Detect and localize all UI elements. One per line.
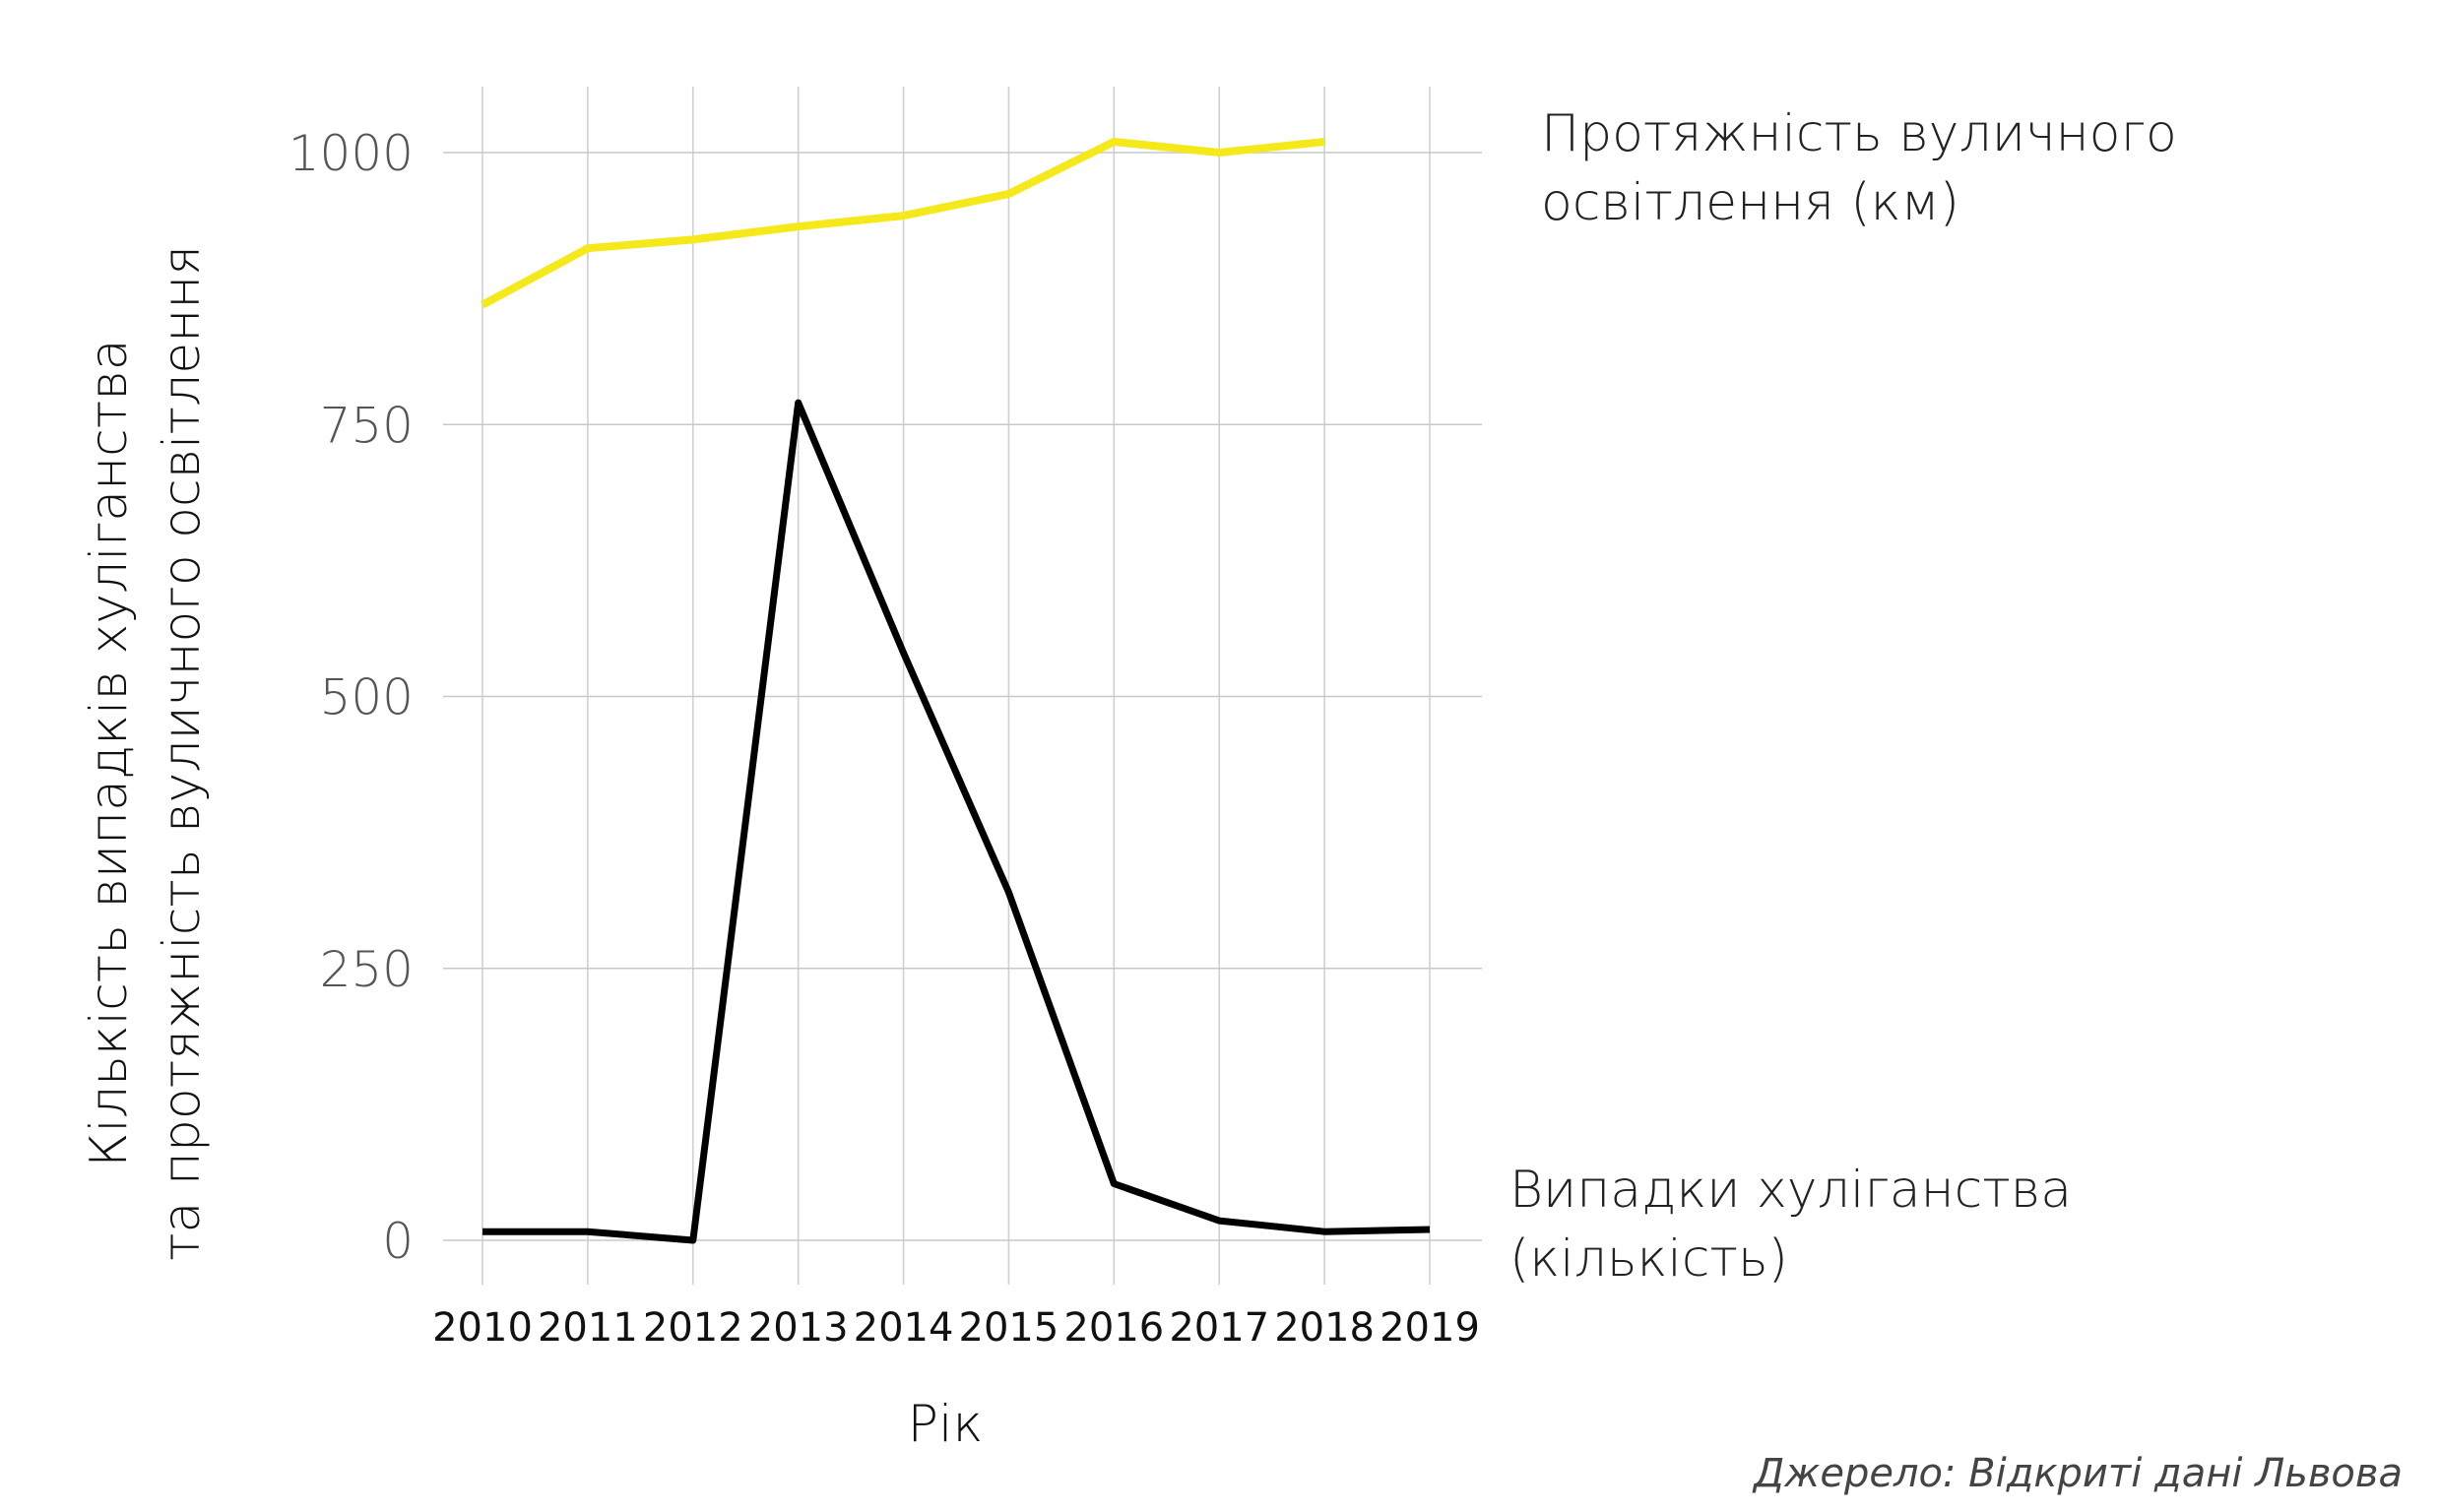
series-line-hooliganism: [482, 399, 1431, 1244]
x-tick-label-2019: 2019: [1380, 1305, 1480, 1351]
series-label-lighting-line1: Протяжність вуличного: [1541, 104, 2177, 163]
y-tick-label-0: 0: [382, 1213, 414, 1270]
y-tick-label-250: 250: [320, 941, 414, 998]
y-axis-title-line1: Кількість випадків хуліганства: [80, 339, 139, 1166]
x-gridlines: [481, 87, 1431, 1285]
series-lines: [481, 138, 1431, 1244]
x-tick-label-2013: 2013: [748, 1305, 849, 1351]
x-tick-label-2011: 2011: [538, 1305, 638, 1351]
y-tick-label-1000: 1000: [289, 125, 414, 182]
y-tick-label-500: 500: [320, 669, 414, 726]
y-axis-title-line2: та протяжність вуличного освітлення: [153, 245, 212, 1261]
series-line-street-lighting: [481, 138, 1325, 309]
x-tick-label-2018: 2018: [1274, 1305, 1375, 1351]
series-label-hooliganism-line1: Випадки хуліганства: [1509, 1161, 2072, 1220]
x-tick-label-2012: 2012: [643, 1305, 743, 1351]
series-label-lighting-line2: освітлення (км): [1541, 173, 1959, 232]
y-tick-label-750: 750: [320, 397, 414, 454]
x-tick-label-2015: 2015: [959, 1305, 1059, 1351]
x-tick-label-2016: 2016: [1063, 1305, 1164, 1351]
x-tick-label-2010: 2010: [432, 1305, 533, 1351]
y-tick-labels: 0 250 500 750 1000: [289, 125, 414, 1270]
x-axis-title: Рік: [908, 1395, 984, 1454]
y-gridlines: [443, 152, 1482, 1241]
x-tick-label-2017: 2017: [1169, 1305, 1269, 1351]
source-note: Джерело: Відкриті дані Львова: [1752, 1451, 2403, 1496]
series-label-hooliganism-line2: (кількість): [1509, 1229, 1788, 1289]
x-tick-labels: 2010 2011 2012 2013 2014 2015 2016 2017 2018 2019: [432, 1305, 1480, 1351]
x-tick-label-2014: 2014: [854, 1305, 954, 1351]
